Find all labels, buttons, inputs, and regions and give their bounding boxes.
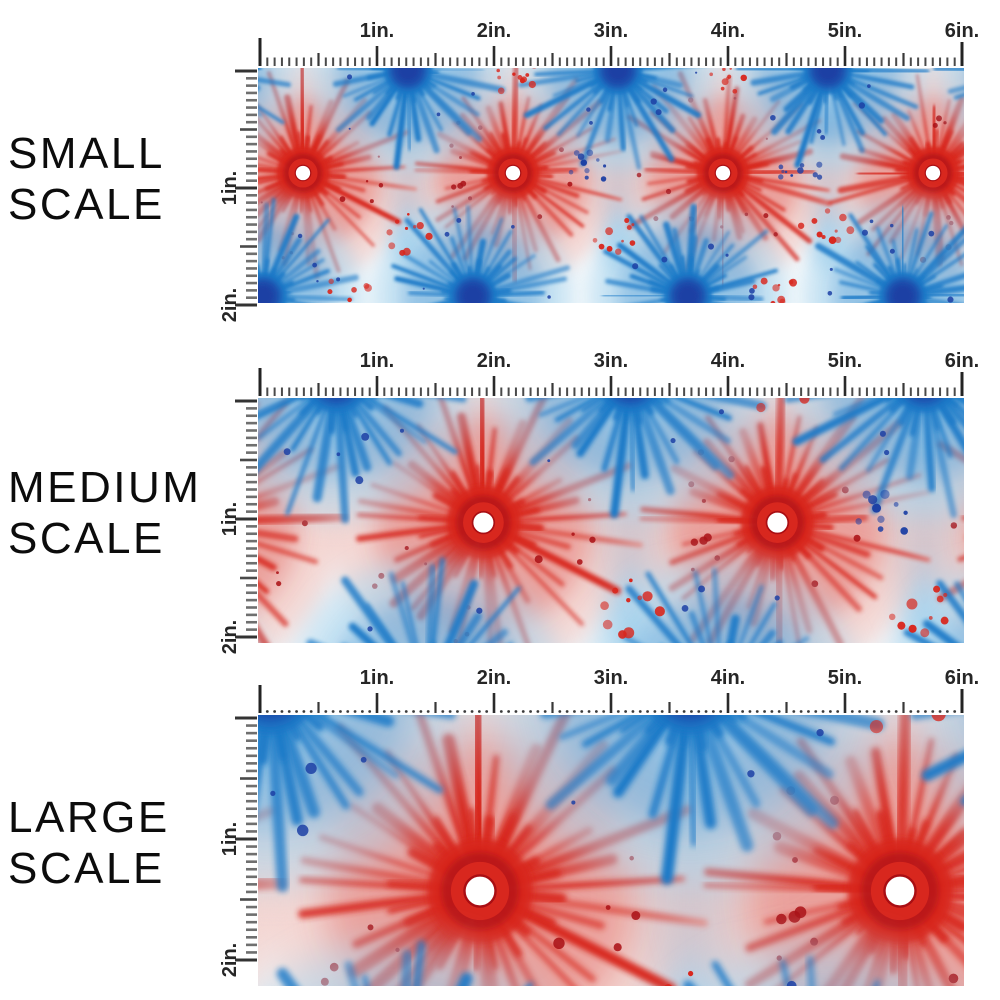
vertical-ruler [224,392,260,655]
h-ruler-inch-label: 2in. [476,20,512,42]
vertical-ruler [224,709,260,998]
h-ruler-inch-label: 5in. [827,20,863,42]
v-ruler-inch-label: 1in. [219,821,241,857]
scale-label-line: SCALE [8,180,165,229]
scale-label-line: SCALE [8,844,165,893]
h-ruler-inch-label: 2in. [476,350,512,372]
h-ruler-inch-label: 1in. [359,20,395,42]
horizontal-ruler [228,34,996,68]
h-ruler-inch-label: 5in. [827,350,863,372]
h-ruler-inch-label: 4in. [710,667,746,689]
h-ruler-inch-label: 3in. [593,20,629,42]
vertical-ruler [224,62,260,315]
v-ruler-inch-label: 2in. [219,619,241,655]
scale-label-medium: MEDIUM SCALE [8,462,201,564]
h-ruler-inch-label: 4in. [710,20,746,42]
horizontal-ruler [228,681,996,715]
h-ruler-inch-label: 1in. [359,350,395,372]
fabric-swatch-small [258,68,964,303]
h-ruler-inch-label: 3in. [593,350,629,372]
v-ruler-inch-label: 2in. [219,287,241,323]
v-ruler-inch-label: 2in. [219,942,241,978]
h-ruler-inch-label: 6in. [944,667,980,689]
fabric-swatch-large [258,715,964,986]
scale-label-small: SMALL SCALE [8,128,165,230]
h-ruler-inch-label: 1in. [359,667,395,689]
horizontal-ruler [228,364,996,398]
scale-label-line: LARGE [8,793,170,842]
scale-label-line: SMALL [8,129,165,178]
h-ruler-inch-label: 3in. [593,667,629,689]
h-ruler-inch-label: 6in. [944,350,980,372]
h-ruler-inch-label: 4in. [710,350,746,372]
v-ruler-inch-label: 1in. [219,501,241,537]
scale-label-line: SCALE [8,514,165,563]
h-ruler-inch-label: 5in. [827,667,863,689]
h-ruler-inch-label: 6in. [944,20,980,42]
h-ruler-inch-label: 2in. [476,667,512,689]
scale-label-line: MEDIUM [8,463,202,512]
v-ruler-inch-label: 1in. [219,170,241,206]
scale-label-large: LARGE SCALE [8,792,170,894]
fabric-swatch-medium [258,398,964,643]
